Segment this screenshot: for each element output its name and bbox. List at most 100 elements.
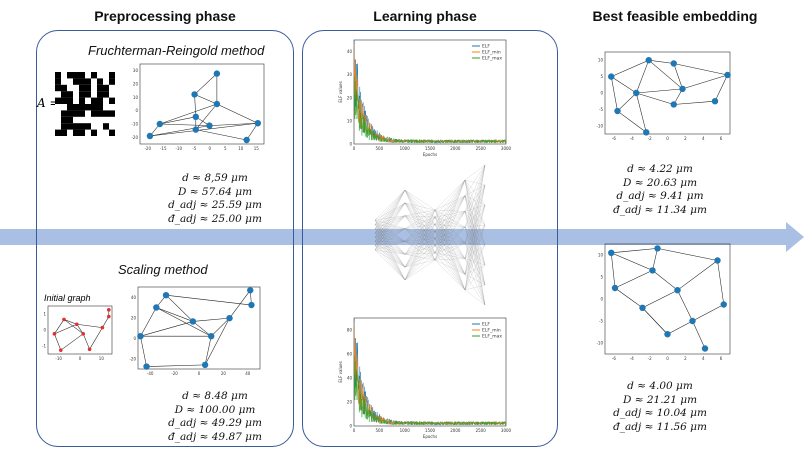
legend-entry: ELF_min (482, 50, 501, 56)
matrix-cell (85, 123, 91, 130)
nn-connection (404, 217, 436, 242)
graph-node (192, 113, 199, 120)
sc-metric-dadj-bar: đ_adj ≈ 49.87 μm (168, 430, 262, 443)
matrix-cell (109, 129, 115, 136)
graph-edge (229, 290, 251, 319)
nn-connection (434, 211, 466, 246)
nn-connection (434, 217, 466, 291)
nn-connection (374, 249, 406, 268)
graph-node (611, 284, 619, 292)
graph-edge (717, 260, 725, 305)
graph-node (81, 332, 85, 336)
graph-node (213, 100, 221, 108)
legend-entry: ELF_max (482, 334, 502, 340)
graph-edge (614, 287, 643, 309)
nn-connection (374, 245, 406, 255)
graph-edge (216, 103, 258, 124)
nn-connection (434, 179, 466, 225)
nn-connection (464, 164, 486, 196)
nn-connection (434, 195, 466, 218)
graph-node (670, 60, 677, 67)
matrix-cell (97, 104, 103, 111)
graph-node (689, 317, 696, 325)
x-tick-label: 6 (720, 136, 723, 141)
scaling-metrics: d ≈ 8.48 μm D ≈ 100.00 μm d_adj ≈ 49.29 … (150, 390, 280, 444)
x-tick-label: 0 (353, 146, 356, 151)
nn-connection (464, 211, 486, 286)
bb-metric-dadj: d_adj ≈ 10.04 μm (613, 407, 707, 419)
fr-metric-d: d ≈ 8,59 μm (182, 172, 248, 184)
graph-node (720, 301, 727, 308)
x-tick-label: 2500 (476, 428, 487, 433)
initial-graph-label: Initial graph (44, 293, 91, 303)
nn-connection (404, 202, 436, 232)
nn-connection (404, 224, 436, 229)
x-tick-label: -2 (648, 356, 652, 361)
nn-connection (464, 179, 486, 246)
graph-node (162, 292, 170, 299)
x-tick-label: 4 (702, 136, 705, 141)
matrix-cell (55, 84, 61, 92)
fr-metric-dadj-bar: đ_adj ≈ 25.00 μm (168, 212, 262, 225)
plot-frame (137, 286, 261, 370)
best-top-metrics: d ≈ 4.22 μm D ≈ 20.63 μm d_adj ≈ 9.41 μm… (600, 163, 720, 217)
fr-method-title: Fruchterman-Reingold method (88, 43, 265, 58)
graph-edge (159, 123, 210, 126)
matrix-cell (61, 91, 67, 98)
nn-connection (434, 242, 466, 246)
graph-edge (76, 324, 84, 334)
best-bottom-metrics: d ≈ 4.00 μm D ≈ 21.21 μm d_adj ≈ 10.04 μ… (600, 380, 720, 434)
nn-connection (464, 195, 486, 306)
nn-connection (374, 202, 406, 246)
x-tick-label: 1500 (425, 428, 436, 433)
graph-edge (149, 125, 210, 137)
header-learning: Learning phase (373, 8, 477, 24)
x-tick-label: 0 (208, 146, 211, 151)
graph-edge (192, 321, 212, 337)
graph-edge (635, 60, 650, 94)
nn-connection (434, 238, 466, 275)
nn-connection (404, 231, 436, 255)
graph-edge (63, 319, 84, 335)
matrix-cell (73, 78, 79, 85)
graph-edge (194, 73, 218, 95)
nn-connection (434, 217, 466, 275)
y-tick-label: 0 (133, 336, 136, 341)
nn-connection (404, 209, 436, 281)
graph-edge (76, 323, 103, 328)
x-tick-label: -20 (171, 371, 178, 376)
nn-connection (464, 179, 486, 186)
x-tick-label: 10 (99, 356, 105, 361)
x-tick-label: 2500 (476, 146, 487, 151)
nn-connection (434, 227, 466, 246)
matrix-cell (91, 104, 97, 111)
x-tick-label: 3000 (501, 428, 512, 433)
graph-edge (149, 122, 258, 137)
nn-connection (464, 224, 486, 228)
nn-connection (464, 184, 486, 212)
nn-connection (404, 217, 436, 255)
x-tick-label: -2 (648, 136, 652, 141)
x-axis-label: Epochs (423, 434, 437, 439)
nn-connection (404, 245, 436, 268)
nn-connection (404, 241, 436, 246)
nn-connection (374, 189, 406, 225)
nn-connection (434, 211, 466, 261)
nn-connection (404, 231, 436, 268)
nn-connection (464, 204, 486, 212)
nn-connection (434, 224, 466, 259)
nn-connection (404, 209, 436, 268)
scaling-method-title: Scaling method (118, 262, 208, 277)
graph-edge (648, 59, 674, 64)
header-best: Best feasible embedding (592, 8, 758, 24)
graph-node (674, 287, 681, 294)
nn-connection (374, 189, 406, 238)
graph-edge (159, 103, 217, 125)
scaled-graph-plot: -40 -20 0 20 40 -20 0 20 40 (129, 286, 261, 376)
graph-edge (648, 59, 683, 90)
nn-connection (434, 179, 466, 261)
legend-entry: ELF (482, 322, 490, 328)
nn-connection (464, 211, 486, 306)
nn-connection (434, 209, 466, 259)
